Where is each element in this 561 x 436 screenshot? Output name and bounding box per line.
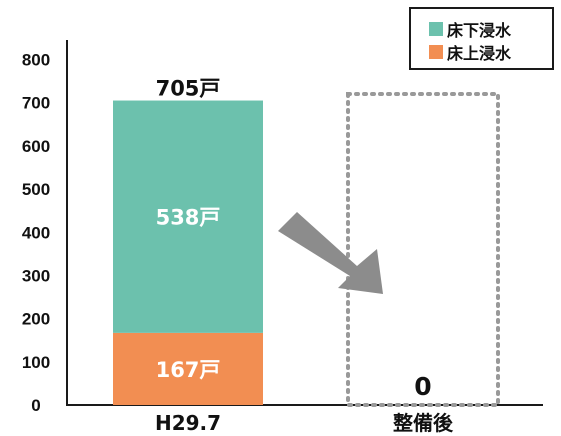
y-tick-label: 0 <box>31 396 40 415</box>
total-data-label: 0 <box>414 372 431 401</box>
legend-swatch-abovefloor <box>429 45 443 59</box>
legend-label-underfloor: 床下浸水 <box>447 21 512 40</box>
y-tick-label: 100 <box>22 353 50 372</box>
x-axis-ticks: H29.7 整備後 <box>155 411 454 435</box>
y-tick-label: 300 <box>22 266 50 285</box>
y-tick-label: 500 <box>22 180 50 199</box>
bar-segment <box>113 100 263 333</box>
total-data-label: 705戸 <box>156 77 221 101</box>
segment-data-label: 538戸 <box>156 206 221 230</box>
placeholder-bar-outline <box>346 92 500 407</box>
bars <box>113 100 263 405</box>
y-tick-label: 400 <box>22 223 50 242</box>
y-tick-label: 200 <box>22 310 50 329</box>
decrease-arrow <box>278 212 383 294</box>
legend-item-abovefloor: 床上浸水 <box>429 42 512 63</box>
legend: 床下浸水 床上浸水 <box>409 7 554 70</box>
legend-label-abovefloor: 床上浸水 <box>447 44 512 63</box>
y-tick-label: 700 <box>22 94 50 113</box>
y-tick-label: 800 <box>22 51 50 70</box>
bar-labels: 167戸 538戸 705戸 0 <box>156 77 432 401</box>
x-tick-label: 整備後 <box>392 411 454 435</box>
y-tick-label: 600 <box>22 137 50 156</box>
x-tick-label: H29.7 <box>155 411 221 435</box>
y-axis-ticks: 0 100 200 300 400 500 600 700 800 <box>22 51 50 416</box>
segment-data-label: 167戸 <box>156 358 221 382</box>
legend-swatch-underfloor <box>429 22 443 36</box>
bar-segment <box>113 332 263 405</box>
legend-item-underfloor: 床下浸水 <box>429 19 512 40</box>
